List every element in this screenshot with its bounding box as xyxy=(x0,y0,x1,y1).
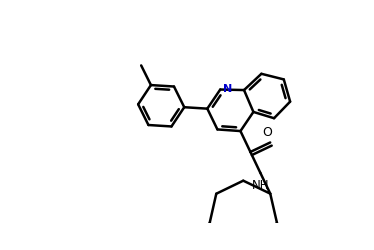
Text: NH: NH xyxy=(252,179,269,192)
Text: N: N xyxy=(223,84,233,94)
Text: O: O xyxy=(262,126,272,139)
